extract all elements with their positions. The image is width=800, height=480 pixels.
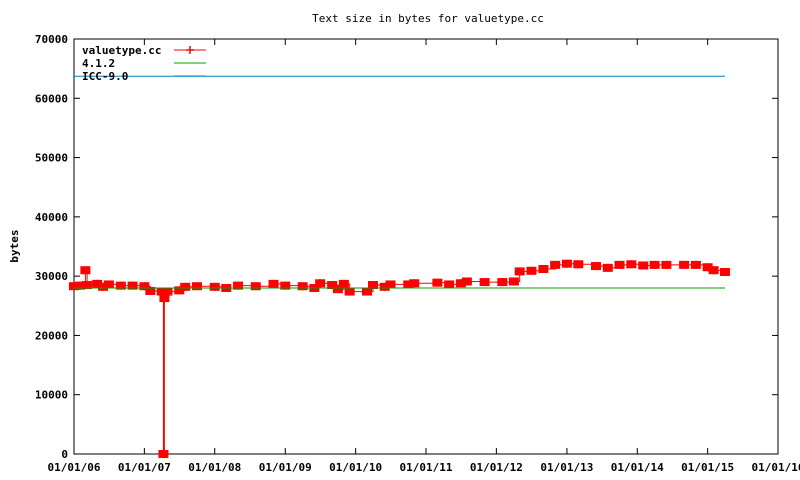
- data-point: [385, 280, 396, 289]
- legend-label: valuetype.cc: [82, 44, 161, 57]
- data-point: [591, 262, 602, 271]
- data-point: [367, 281, 378, 290]
- x-tick-label: 01/01/12: [470, 461, 523, 474]
- data-point: [74, 281, 85, 290]
- data-point: [409, 279, 420, 288]
- data-point: [250, 282, 261, 291]
- data-point: [614, 260, 625, 269]
- data-point: [268, 279, 279, 288]
- data-point: [162, 287, 173, 296]
- series-layer: [69, 75, 730, 458]
- data-point: [526, 266, 537, 275]
- data-point: [602, 263, 613, 272]
- data-point: [497, 278, 508, 287]
- legend-label: 4.1.2: [82, 57, 115, 70]
- x-tick-label: 01/01/09: [259, 461, 312, 474]
- x-tick-label: 01/01/06: [48, 461, 101, 474]
- y-tick-label: 30000: [35, 270, 68, 283]
- data-point: [344, 287, 355, 296]
- data-point: [127, 281, 138, 290]
- x-tick-label: 01/01/14: [611, 461, 664, 474]
- data-point: [158, 450, 169, 458]
- data-point: [174, 286, 185, 295]
- data-point: [80, 266, 91, 275]
- data-point: [379, 282, 390, 291]
- x-tick-label: 01/01/16: [752, 461, 800, 474]
- data-point: [115, 281, 126, 290]
- legend-label: ICC-9.0: [82, 70, 128, 83]
- data-point: [679, 260, 690, 269]
- x-tick-label: 01/01/13: [540, 461, 593, 474]
- y-tick-label: 20000: [35, 329, 68, 342]
- y-axis-label: bytes: [8, 229, 21, 262]
- y-tick-label: 10000: [35, 389, 68, 402]
- data-point: [69, 282, 79, 291]
- y-tick-label: 60000: [35, 92, 68, 105]
- x-tick-label: 01/01/07: [118, 461, 171, 474]
- y-tick-label: 40000: [35, 211, 68, 224]
- data-point: [561, 259, 572, 268]
- data-point: [332, 285, 343, 294]
- x-tick-label: 01/01/15: [681, 461, 734, 474]
- data-point: [338, 279, 349, 288]
- plot-frame: [73, 38, 779, 455]
- y-tick-label: 70000: [35, 33, 68, 46]
- data-point: [538, 265, 549, 274]
- data-point: [573, 260, 584, 269]
- legend-marker: [186, 46, 194, 54]
- chart-title: Text size in bytes for valuetype.cc: [312, 12, 544, 25]
- data-point: [455, 279, 466, 288]
- y-tick-label: 0: [61, 448, 68, 461]
- data-point: [661, 260, 672, 269]
- data-point: [156, 287, 167, 296]
- data-point: [315, 279, 326, 288]
- data-point: [92, 279, 103, 288]
- data-point: [103, 280, 114, 289]
- y-tick-label: 50000: [35, 152, 68, 165]
- data-point: [514, 267, 525, 276]
- x-tick-label: 01/01/10: [329, 461, 382, 474]
- data-point: [708, 266, 719, 275]
- data-point: [432, 278, 443, 287]
- data-point: [82, 281, 93, 290]
- data-point: [702, 263, 713, 272]
- data-point: [508, 277, 519, 286]
- data-point: [719, 267, 730, 276]
- data-point: [550, 260, 561, 269]
- x-tick-label: 01/01/11: [400, 461, 453, 474]
- data-point: [159, 294, 170, 303]
- data-point: [444, 280, 455, 289]
- data-point: [145, 286, 156, 295]
- data-point: [297, 282, 308, 291]
- data-point: [191, 282, 202, 291]
- data-point: [180, 282, 191, 291]
- data-point: [362, 287, 373, 296]
- data-point: [479, 278, 490, 287]
- x-tick-label: 01/01/08: [188, 461, 241, 474]
- data-point: [327, 281, 338, 290]
- axis-ticks: 0 10000 20000 30000 40000 50000 60000 70000 01/0…: [35, 33, 800, 474]
- data-point: [626, 260, 637, 269]
- data-point: [638, 261, 649, 270]
- data-point: [233, 281, 244, 290]
- data-point: [403, 280, 414, 289]
- data-point: [139, 282, 150, 291]
- data-point: [649, 260, 660, 269]
- data-point: [209, 282, 220, 291]
- data-point: [690, 260, 701, 269]
- data-point: [98, 282, 109, 291]
- data-point: [280, 281, 291, 290]
- data-point: [461, 277, 472, 286]
